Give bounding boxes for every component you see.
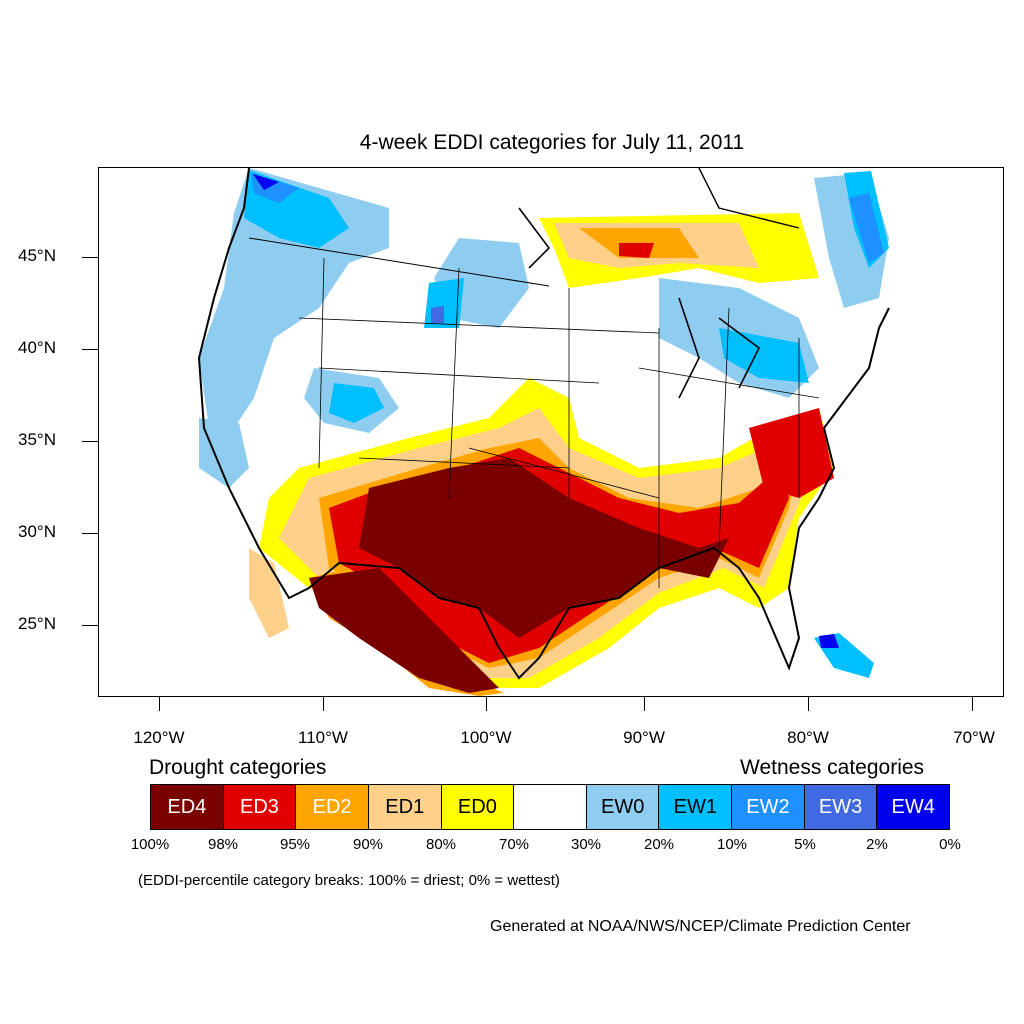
wetness-regions xyxy=(199,168,889,678)
lon-label-100: 100°W xyxy=(460,728,512,747)
boundaries xyxy=(197,168,890,680)
legend-box-ed1: ED1 xyxy=(368,785,442,829)
break-label: 0% xyxy=(939,836,961,853)
legend-box-ew0: EW0 xyxy=(586,785,660,829)
lat-label-40: 40°N xyxy=(18,338,56,357)
drought-heading: Drought categories xyxy=(149,756,327,779)
break-label: 20% xyxy=(643,836,675,853)
break-label: 2% xyxy=(866,836,888,853)
lat-tick xyxy=(82,349,98,350)
lon-tick xyxy=(159,697,160,711)
category-note: (EDDI-percentile category breaks: 100% =… xyxy=(138,872,560,889)
lat-tick xyxy=(82,441,98,442)
lon-tick xyxy=(323,697,324,711)
lon-label-70: 70°W xyxy=(953,728,995,747)
wetness-heading: Wetness categories xyxy=(740,756,925,779)
eddi-map xyxy=(197,168,890,696)
legend-box-ed2: ED2 xyxy=(296,785,369,829)
lat-label-35: 35°N xyxy=(18,430,56,449)
lon-tick xyxy=(644,697,645,711)
lat-label-45: 45°N xyxy=(18,246,56,265)
legend-box-ew3: EW3 xyxy=(804,785,878,829)
lat-label-25: 25°N xyxy=(18,614,56,633)
break-label: 90% xyxy=(352,836,384,853)
legend-bar: ED4 ED3 ED2 ED1 ED0 EW0 EW1 EW2 EW3 EW4 xyxy=(150,784,950,830)
legend-box-ew1: EW1 xyxy=(659,785,733,829)
break-label: 5% xyxy=(794,836,816,853)
break-label: 30% xyxy=(570,836,602,853)
lat-tick xyxy=(82,257,98,258)
lon-tick xyxy=(808,697,809,711)
lat-tick xyxy=(82,533,98,534)
lon-tick xyxy=(486,697,487,711)
break-label: 98% xyxy=(207,836,239,853)
legend-box-neutral xyxy=(514,785,587,829)
lat-label-30: 30°N xyxy=(18,522,56,541)
legend-box-ew2: EW2 xyxy=(732,785,805,829)
map-title: 4-week EDDI categories for July 11, 2011 xyxy=(359,131,745,154)
credit-text: Generated at NOAA/NWS/NCEP/Climate Predi… xyxy=(490,918,911,935)
lon-label-110: 110°W xyxy=(298,728,348,747)
lon-tick xyxy=(972,697,973,711)
drought-regions xyxy=(249,213,834,696)
legend-box-ed4: ED4 xyxy=(151,785,224,829)
break-label: 80% xyxy=(425,836,457,853)
break-label: 100% xyxy=(130,836,170,853)
lon-label-90: 90°W xyxy=(623,728,665,747)
map-panel xyxy=(98,167,1004,697)
lon-label-80: 80°W xyxy=(787,728,829,747)
lat-tick xyxy=(82,625,98,626)
break-label: 10% xyxy=(716,836,748,853)
break-label: 95% xyxy=(279,836,311,853)
legend-box-ed0: ED0 xyxy=(441,785,515,829)
legend-box-ew4: EW4 xyxy=(877,785,950,829)
lon-label-120: 120°W xyxy=(133,728,185,747)
break-label: 70% xyxy=(498,836,530,853)
legend-box-ed3: ED3 xyxy=(223,785,297,829)
